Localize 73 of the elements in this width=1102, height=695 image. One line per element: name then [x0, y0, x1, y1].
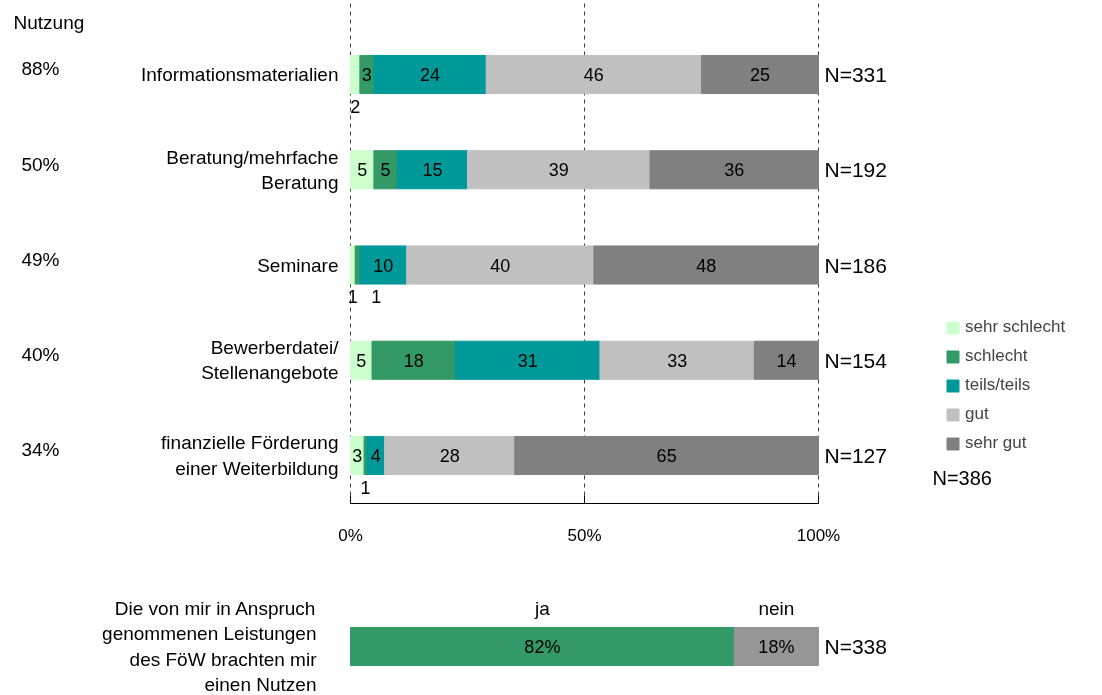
data-label: 14	[776, 350, 797, 371]
data-label: 3	[361, 65, 372, 85]
bar	[359, 245, 408, 285]
text: Nutzung	[13, 11, 85, 33]
data-label: 65	[656, 446, 677, 466]
bar	[371, 340, 456, 380]
y-tick-label: finanzielle Förderung einer Weiterbildung	[161, 432, 339, 479]
y-tick-label: Bewerberdatei/Stellenangebote	[201, 337, 340, 384]
y-tick-label: Die von mir in Anspruch genommenen Leistungen des FöW brachten mir einen Nutzen	[102, 598, 318, 695]
text: N=127	[824, 444, 887, 467]
bar	[454, 340, 601, 380]
text: 40%	[21, 344, 60, 366]
data-label: 82%	[524, 636, 561, 657]
y-tick-label: Beratung/mehrfache Beratung	[166, 146, 339, 193]
data-label: 31	[517, 350, 538, 371]
y-tick-label: Informationsmaterialien	[141, 64, 339, 85]
data-label: 4	[370, 446, 381, 466]
x-tick-label: 100%	[796, 525, 841, 545]
bar	[599, 340, 755, 380]
legend-label: gut	[965, 404, 989, 424]
data-label: 25	[749, 65, 771, 85]
bar	[350, 245, 356, 285]
bar	[514, 435, 819, 476]
text: 50%	[21, 153, 60, 175]
series-label: ja	[533, 598, 551, 620]
text: N=186	[824, 253, 887, 277]
bar	[373, 150, 398, 190]
text: N=192	[824, 158, 887, 182]
data-label: 5	[380, 160, 391, 181]
data-label: 40	[490, 255, 511, 276]
data-label: 33	[667, 350, 688, 371]
legend-label: sehr gut	[965, 433, 1027, 453]
legend-label: teils/teils	[965, 375, 1031, 395]
text: 88%	[21, 58, 60, 80]
series-label: nein	[758, 598, 795, 620]
y-tick-label: Seminare	[257, 254, 339, 276]
data-label: 28	[439, 446, 460, 466]
data-label: 18	[403, 350, 424, 371]
x-tick-label: 50%	[567, 525, 602, 545]
text: N=386	[932, 467, 992, 490]
bar	[467, 150, 651, 190]
bar	[406, 245, 595, 285]
x-tick-label: 0%	[338, 525, 363, 545]
bar	[593, 245, 819, 285]
data-label: 2	[350, 96, 361, 117]
bar	[701, 54, 819, 95]
data-label: 18%	[758, 636, 795, 657]
text: N=338	[824, 635, 887, 658]
data-label: 36	[724, 160, 745, 181]
data-label: 39	[548, 160, 569, 181]
legend-label: schlecht	[965, 346, 1028, 366]
data-label: 3	[352, 446, 363, 466]
data-label: 48	[696, 255, 717, 276]
bar	[384, 435, 516, 476]
text: N=331	[824, 63, 887, 86]
data-label: 5	[356, 350, 367, 371]
data-label: 1	[347, 287, 358, 308]
text: 49%	[21, 248, 60, 270]
data-label: 46	[583, 65, 604, 85]
text: 34%	[21, 439, 60, 461]
bar	[373, 54, 487, 95]
bar	[649, 150, 819, 190]
legend-label: sehr schlecht	[965, 317, 1066, 337]
data-label: 5	[357, 160, 368, 181]
text: N=154	[824, 348, 888, 372]
data-label: 15	[422, 160, 443, 181]
data-label: 1	[371, 287, 382, 308]
data-label: 10	[373, 255, 394, 276]
data-label: 24	[420, 65, 441, 85]
bar	[396, 150, 468, 190]
bar	[753, 340, 819, 380]
data-label: 1	[360, 477, 371, 498]
bar	[485, 54, 702, 95]
